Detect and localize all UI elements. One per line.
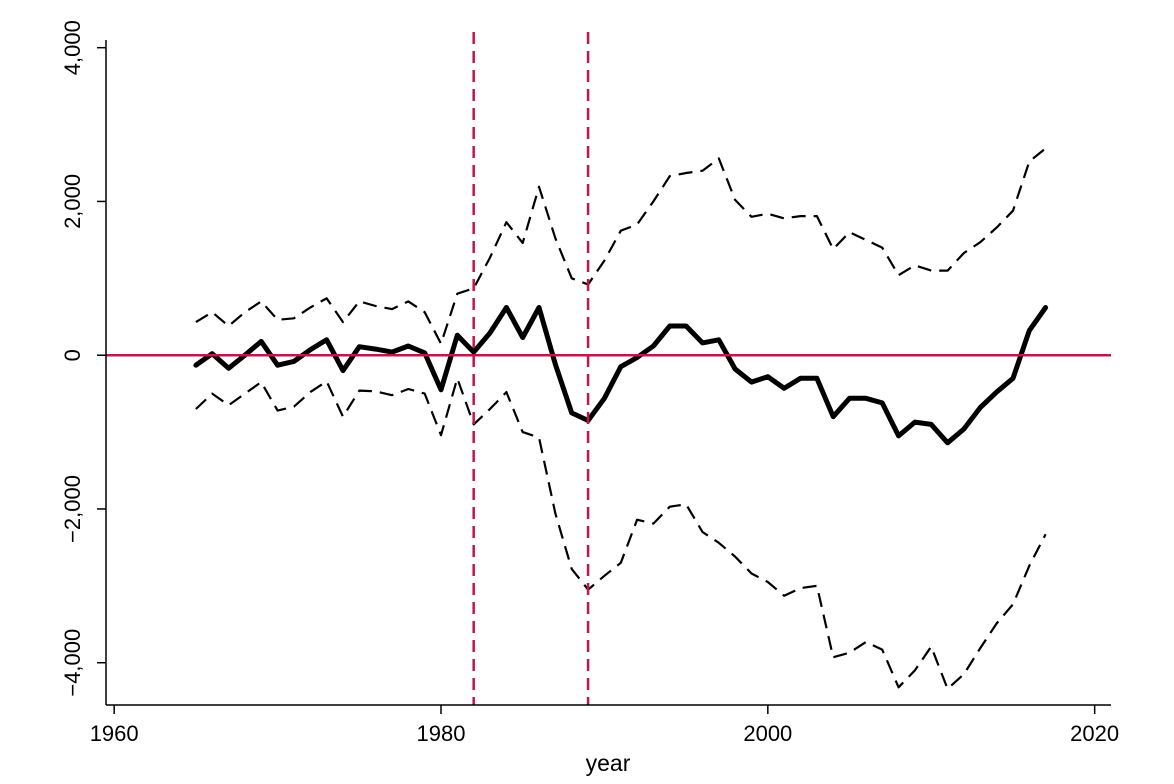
y-ticks: −4,000 −2,000 0 2,000 4,000 bbox=[60, 20, 106, 697]
series-line-estimate bbox=[193, 305, 1049, 446]
x-tick-label: 1960 bbox=[90, 721, 139, 746]
series-line-lower-bound bbox=[195, 377, 1047, 690]
x-tick-label: 1980 bbox=[417, 721, 466, 746]
y-tick-label: 0 bbox=[60, 349, 85, 361]
y-tick-label: 2,000 bbox=[60, 174, 85, 229]
series-layer bbox=[193, 147, 1049, 690]
y-tick-label: 4,000 bbox=[60, 20, 85, 75]
x-axis-title: year bbox=[586, 750, 631, 776]
y-tick-label: −2,000 bbox=[60, 475, 85, 543]
x-tick-label: 2000 bbox=[743, 721, 792, 746]
reference-lines bbox=[106, 32, 1111, 705]
axes bbox=[105, 40, 1111, 706]
x-ticks: 1960 1980 2000 2020 bbox=[90, 705, 1119, 746]
series-line-upper-bound bbox=[195, 147, 1047, 345]
x-tick-label: 2020 bbox=[1070, 721, 1119, 746]
y-tick-label: −4,000 bbox=[60, 629, 85, 697]
